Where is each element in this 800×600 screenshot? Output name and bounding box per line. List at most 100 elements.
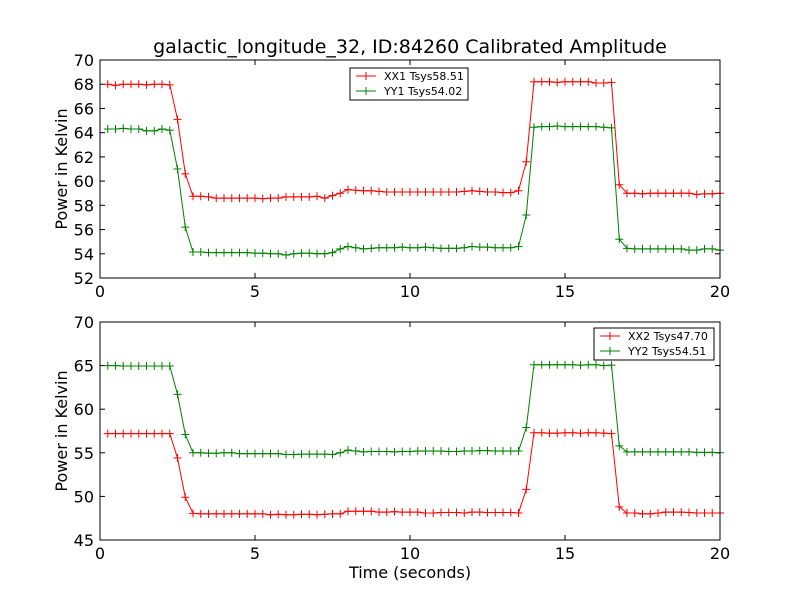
data-point xyxy=(258,194,267,203)
data-point xyxy=(111,81,120,90)
data-point xyxy=(220,509,228,518)
data-point xyxy=(584,360,593,369)
data-point xyxy=(212,248,221,257)
plot-frame xyxy=(99,321,721,541)
data-point xyxy=(646,509,655,518)
data-point xyxy=(406,188,414,197)
data-point xyxy=(297,249,306,258)
data-point xyxy=(344,507,352,516)
data-point xyxy=(522,157,531,166)
data-point xyxy=(336,244,345,253)
x-tick-label: 0 xyxy=(95,282,105,301)
data-point xyxy=(491,243,500,252)
data-point xyxy=(227,248,236,257)
data-point xyxy=(227,448,236,457)
data-point xyxy=(320,249,329,258)
y-tick-label: 66 xyxy=(74,99,94,118)
legend-marker xyxy=(362,87,370,95)
data-point xyxy=(522,485,531,494)
y-tick-label: 60 xyxy=(74,172,94,191)
data-point xyxy=(553,122,562,131)
legend-marker xyxy=(606,332,614,340)
data-point xyxy=(576,429,585,438)
data-point xyxy=(669,447,678,456)
x-tick-label: 15 xyxy=(555,282,575,301)
data-point xyxy=(181,430,190,439)
data-point xyxy=(127,429,135,438)
data-point xyxy=(274,249,283,258)
data-point xyxy=(289,192,298,201)
y-tick-label: 56 xyxy=(74,221,94,240)
data-point xyxy=(142,362,151,371)
data-point xyxy=(623,447,631,456)
data-point xyxy=(685,189,693,198)
y-tick-label: 62 xyxy=(74,148,94,167)
chart-title: galactic_longitude_32, ID:84260 Calibrat… xyxy=(153,36,667,58)
series-line xyxy=(107,125,721,256)
data-point xyxy=(204,248,213,257)
data-point xyxy=(212,449,221,458)
data-point xyxy=(282,510,290,519)
data-point xyxy=(708,189,717,198)
data-point xyxy=(506,243,515,252)
data-point xyxy=(103,80,112,89)
data-point xyxy=(351,507,360,516)
data-point xyxy=(367,447,376,456)
data-point xyxy=(437,447,445,456)
data-point xyxy=(530,77,538,86)
data-point xyxy=(444,188,453,197)
data-point xyxy=(204,509,213,518)
data-point xyxy=(173,115,182,124)
data-point xyxy=(460,508,469,517)
data-point xyxy=(646,244,655,253)
data-point xyxy=(592,428,600,437)
data-point xyxy=(654,447,662,456)
data-point xyxy=(150,362,159,371)
data-point xyxy=(646,189,655,198)
data-point xyxy=(568,122,577,131)
data-point xyxy=(367,186,376,195)
data-point xyxy=(158,429,166,438)
data-point xyxy=(514,186,523,195)
data-point xyxy=(429,447,438,456)
data-point xyxy=(375,187,383,196)
data-point xyxy=(127,80,135,89)
data-point xyxy=(491,188,500,197)
data-point xyxy=(103,125,112,134)
data-point xyxy=(173,454,182,463)
data-point xyxy=(103,429,112,438)
data-point xyxy=(599,361,608,370)
legend-label: XX1 Tsys58.51 xyxy=(384,70,464,83)
data-point xyxy=(646,447,655,456)
data-point xyxy=(382,188,391,197)
y-tick-label: 68 xyxy=(74,75,94,94)
y-tick-label: 52 xyxy=(74,269,94,288)
data-point xyxy=(119,80,128,89)
data-point xyxy=(630,508,639,517)
data-point xyxy=(545,429,554,438)
data-point xyxy=(289,249,298,258)
data-point xyxy=(437,244,445,253)
data-point xyxy=(134,125,143,134)
data-point xyxy=(654,189,662,198)
data-point xyxy=(398,243,407,252)
data-point xyxy=(537,428,546,437)
data-point xyxy=(305,450,314,459)
data-point xyxy=(615,235,624,244)
data-point xyxy=(708,448,717,457)
y-tick-label: 54 xyxy=(74,245,94,264)
data-point xyxy=(452,447,461,456)
data-point xyxy=(630,189,639,198)
series-line xyxy=(107,432,720,516)
data-point xyxy=(553,360,562,369)
top-panel: 0 5 10 15 20 52 54 56 58 60 62 64 66 68 70 Power in Kel… xyxy=(52,51,730,301)
data-point xyxy=(429,188,438,197)
data-point xyxy=(189,448,197,457)
data-point xyxy=(584,428,593,437)
data-point xyxy=(305,249,314,258)
data-point xyxy=(592,122,600,131)
x-tick-label: 20 xyxy=(710,544,730,563)
data-point xyxy=(220,248,228,257)
legend-box xyxy=(593,327,715,361)
data-point xyxy=(452,508,461,517)
